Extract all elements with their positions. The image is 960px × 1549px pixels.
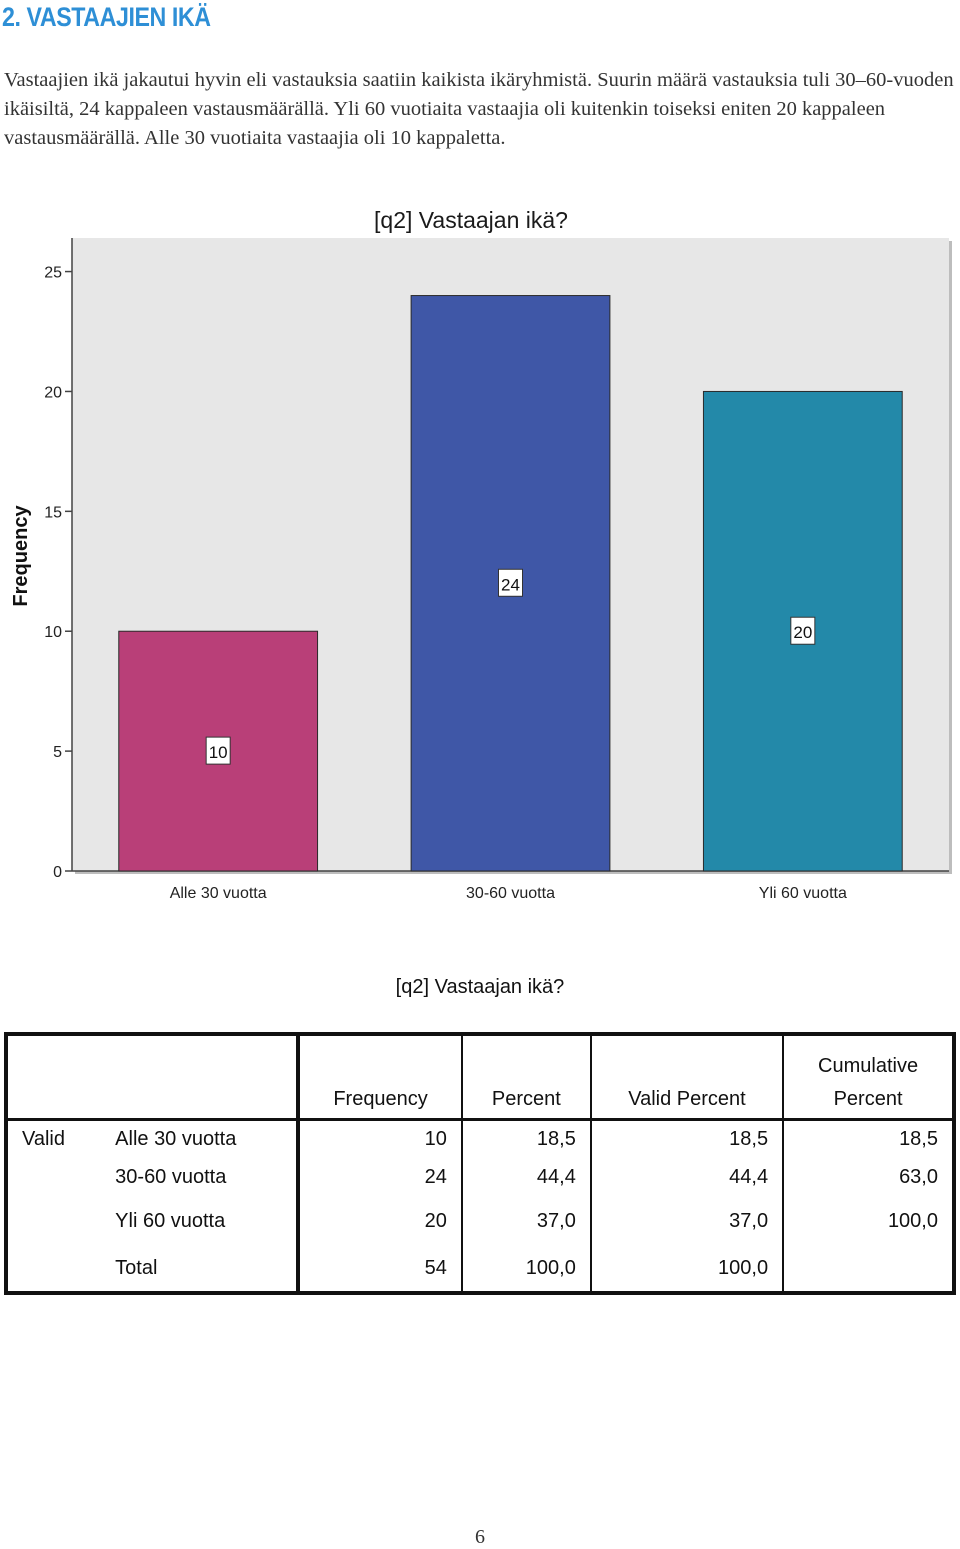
row-label: Yli 60 vuotta (115, 1209, 226, 1232)
cell-cumulative: 100,0 (782, 1197, 954, 1245)
cell-frequency: 24 (296, 1157, 462, 1197)
data-label: 20 (793, 623, 812, 642)
cell-frequency: 10 (296, 1119, 462, 1157)
table-row: 30-60 vuotta 24 44,4 44,4 63,0 (6, 1157, 954, 1197)
y-tick-label: 20 (44, 384, 62, 401)
cell-frequency: 54 (296, 1245, 462, 1293)
table-header-row-1: Cumulative (6, 1034, 954, 1080)
bars: 10 24 20 (118, 295, 903, 872)
intro-paragraph: Vastaajien ikä jakautui hyvin eli vastau… (4, 69, 954, 149)
row-label: 30-60 vuotta (115, 1165, 227, 1188)
data-label-box (498, 568, 523, 597)
y-tick-label: 25 (44, 265, 62, 282)
header-cumulative-percent: Percent (782, 1080, 954, 1121)
x-tick-label: Yli 60 vuotta (759, 885, 847, 902)
y-tick-label: 0 (53, 864, 62, 881)
table-row-total: Total 54 100,0 100,0 (6, 1245, 954, 1293)
cell-valid-percent: 100,0 (589, 1245, 784, 1293)
cell-percent: 44,4 (460, 1157, 591, 1197)
cell-valid-percent: 37,0 (589, 1197, 784, 1245)
data-label: 24 (501, 575, 520, 594)
row-label: Alle 30 vuotta (115, 1127, 237, 1150)
y-tick-label: 10 (44, 624, 62, 641)
chart-title: [q2] Vastaajan ikä? (374, 207, 568, 233)
frequency-bar-chart: [q2] Vastaajan ikä? 0 5 10 15 20 25 10 24 20 Al… (10, 207, 952, 902)
page-number: 6 (475, 1526, 485, 1548)
y-tick-label: 15 (44, 504, 62, 521)
cell-cumulative (782, 1245, 954, 1293)
row-label: Total (115, 1256, 158, 1279)
cell-valid-percent: 18,5 (589, 1119, 784, 1157)
data-label: 10 (209, 743, 228, 762)
cell-frequency: 20 (296, 1197, 462, 1245)
y-axis-label: Frequency (10, 505, 32, 607)
table-header-row-2: Frequency Percent Valid Percent Percent (6, 1080, 954, 1121)
cell-valid-percent: 44,4 (589, 1157, 784, 1197)
group-label: Valid (22, 1127, 65, 1150)
table-row: Valid Alle 30 vuotta 10 18,5 18,5 18,5 (6, 1119, 954, 1157)
section-heading: 2. VASTAAJIEN IKÄ (2, 2, 211, 32)
cell-percent: 37,0 (460, 1197, 591, 1245)
header-cumulative: Cumulative (782, 1034, 954, 1080)
table-title: [q2] Vastaajan ikä? (395, 976, 565, 998)
header-percent: Percent (460, 1080, 591, 1121)
x-tick-labels: Alle 30 vuotta 30-60 vuotta Yli 60 vuotta (170, 885, 847, 902)
y-ticks: 0 5 10 15 20 25 (44, 265, 72, 881)
header-valid-percent: Valid Percent (589, 1080, 784, 1121)
data-label-box (205, 736, 231, 765)
frequency-table: Cumulative Frequency Percent Valid Perce… (4, 1032, 956, 1295)
cell-cumulative: 18,5 (782, 1119, 954, 1157)
cell-cumulative: 63,0 (782, 1157, 954, 1197)
cell-percent: 100,0 (460, 1245, 591, 1293)
y-tick-label: 5 (53, 744, 62, 761)
table-row: Yli 60 vuotta 20 37,0 37,0 100,0 (6, 1197, 954, 1245)
header-frequency: Frequency (296, 1080, 462, 1121)
cell-percent: 18,5 (460, 1119, 591, 1157)
data-label-box (790, 616, 816, 645)
x-tick-label: 30-60 vuotta (466, 885, 555, 902)
x-tick-label: Alle 30 vuotta (170, 885, 267, 902)
